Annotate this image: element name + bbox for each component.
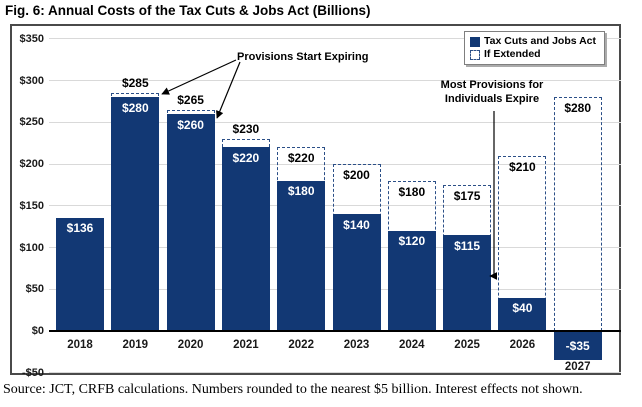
annotation-provisions-start-expiring: Provisions Start Expiring	[237, 51, 369, 63]
legend-label-tcja: Tax Cuts and Jobs Act	[484, 35, 597, 47]
y-axis-tick-label: $150	[19, 199, 44, 212]
y-axis-tick-label: $300	[19, 74, 44, 87]
bar-value-label-extended-2026: $210	[509, 159, 536, 174]
annotation-most-provisions-expire: Most Provisions for Individuals Expire	[432, 79, 552, 106]
bar-value-label-2025: $115	[454, 238, 481, 253]
tcja-bar-2022	[277, 180, 326, 331]
bar-value-label-extended-2025: $175	[453, 188, 481, 203]
bar-value-label-extended-2024: $180	[398, 184, 426, 199]
bar-value-label-2023: $140	[343, 217, 370, 232]
tcja-bar-2018	[56, 217, 104, 331]
legend-label-if-extended: If Extended	[484, 48, 541, 60]
bar-value-label-extended-2019: $285	[121, 76, 149, 91]
tcja-bar-2021	[221, 147, 270, 331]
x-axis-label-2019: 2019	[122, 339, 149, 351]
tcja-bar-2024	[387, 230, 436, 331]
tcja-bar-2023	[332, 214, 381, 331]
gridline	[49, 205, 621, 207]
x-axis-label-2025: 2025	[454, 339, 480, 351]
y-axis-tick-label: $0	[31, 325, 44, 337]
x-axis-label-2021: 2021	[233, 339, 259, 351]
zero-axis-line	[49, 330, 621, 333]
bar-value-label-extended-2023: $200	[343, 168, 370, 183]
y-axis-tick-label: $350	[19, 32, 44, 45]
bar-value-label-2026: $40	[512, 301, 533, 316]
tcja-bar-2026	[498, 297, 547, 331]
tcja-bar-2027	[553, 331, 602, 361]
y-axis-tick-label: $50	[25, 283, 44, 296]
y-axis-tick-label: $100	[19, 241, 44, 254]
dashed-bar-swatch-icon	[470, 49, 480, 60]
source-note: Source: JCT, CRFB calculations. Numbers …	[3, 382, 583, 397]
y-axis-tick-label: $200	[19, 158, 44, 171]
bar-value-label-2024: $120	[398, 234, 426, 249]
y-axis-tick-label: $250	[19, 116, 44, 129]
gridline	[49, 38, 621, 40]
gridline	[49, 372, 621, 374]
tcja-bar-2020	[166, 114, 215, 331]
x-axis-label-2024: 2024	[399, 339, 425, 351]
y-axis-tick-label: -$50	[21, 366, 44, 379]
tcja-bar-2019	[111, 97, 160, 331]
x-axis-label-2026: 2026	[509, 339, 536, 351]
bar-value-label-2018: $136	[66, 221, 94, 236]
x-axis-label-2020: 2020	[177, 339, 204, 351]
gridline	[49, 121, 621, 123]
bar-value-label-2027: -$35	[565, 338, 590, 353]
x-axis-label-2027: 2027	[564, 361, 591, 373]
annotation-line: Most Provisions for	[440, 79, 544, 91]
bar-value-label-extended-2021: $230	[232, 122, 260, 137]
bar-value-label-extended-2027: $280	[564, 101, 592, 116]
gridline	[49, 80, 621, 82]
annotation-line: Individuals Expire	[444, 92, 540, 105]
legend-item-if-extended: If Extended	[470, 48, 599, 61]
legend: Tax Cuts and Jobs Act If Extended	[464, 31, 605, 65]
bar-value-label-2019: $280	[121, 100, 149, 115]
solid-bar-swatch-icon	[470, 36, 480, 47]
tcja-bar-2025	[443, 235, 492, 331]
extended-bar-2027	[553, 97, 602, 331]
figure-title: Fig. 6: Annual Costs of the Tax Cuts & J…	[5, 3, 371, 18]
bar-value-label-2021: $220	[232, 150, 260, 165]
x-axis-label-2022: 2022	[288, 339, 314, 351]
x-axis-label-2018: 2018	[67, 339, 93, 351]
plot-frame	[10, 24, 621, 375]
bar-value-label-2022: $180	[287, 184, 315, 199]
bar-value-label-extended-2020: $265	[177, 92, 204, 107]
x-axis-label-2023: 2023	[343, 339, 370, 351]
bar-value-label-2020: $260	[177, 117, 204, 132]
legend-item-tcja: Tax Cuts and Jobs Act	[470, 35, 599, 48]
bar-value-label-extended-2022: $220	[287, 151, 315, 166]
